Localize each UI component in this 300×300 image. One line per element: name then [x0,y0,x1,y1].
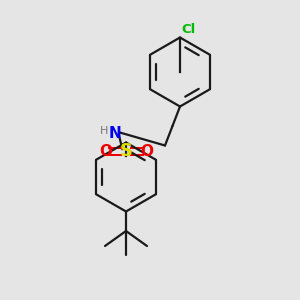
Text: Cl: Cl [182,23,196,36]
Text: H: H [100,126,108,136]
Text: O: O [99,144,112,159]
Text: S: S [119,142,133,160]
Text: N: N [109,126,122,141]
Text: O: O [140,144,153,159]
